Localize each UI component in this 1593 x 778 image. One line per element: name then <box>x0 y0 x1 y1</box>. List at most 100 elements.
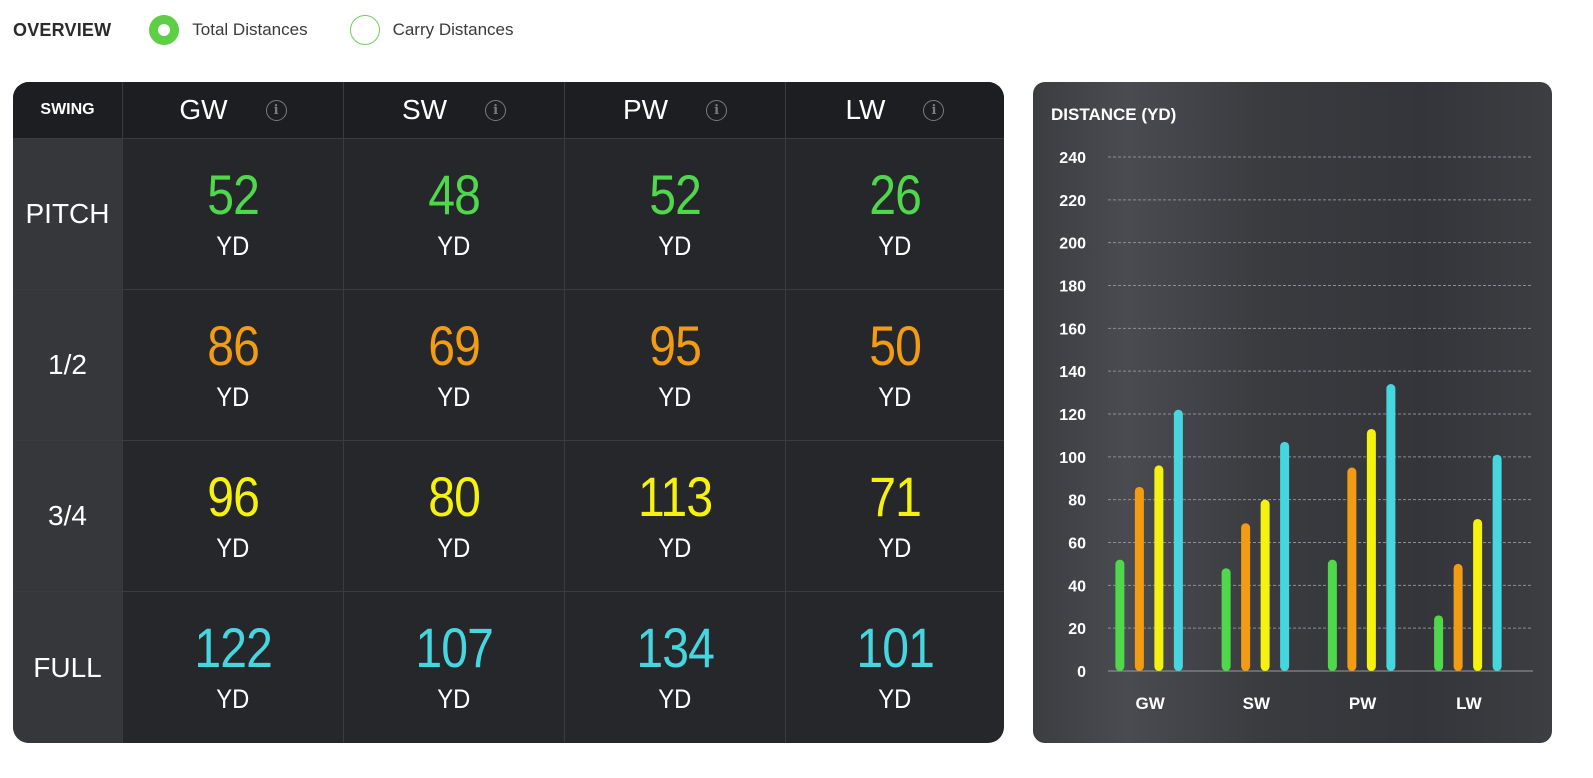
distance-cell: 134 YD <box>565 592 786 743</box>
distance-value: 52 <box>207 162 260 226</box>
distance-unit: YD <box>658 532 692 563</box>
distance-value: 52 <box>649 162 702 226</box>
distance-value: 26 <box>869 162 922 226</box>
x-tick-label: LW <box>1456 694 1482 713</box>
distance-cell: 86 YD <box>123 290 344 441</box>
distances-table: SWING GW i SW i PW i LW i PITCH 52 YD 48 YD 52 YD 26 YD 1/… <box>13 82 1004 743</box>
club-header-label: SW <box>401 94 448 125</box>
club-header-pw: PW i <box>565 82 786 139</box>
distance-cell: 52 YD <box>565 139 786 290</box>
swing-label-full: FULL <box>13 592 123 743</box>
info-icon[interactable]: i <box>265 99 287 121</box>
bar <box>1221 568 1231 671</box>
distance-unit: YD <box>878 684 912 714</box>
distance-unit: YD <box>878 381 912 412</box>
overview-title: OVERVIEW <box>13 19 112 40</box>
bar <box>1386 384 1396 671</box>
carry-distances-radio[interactable] <box>349 15 380 45</box>
distance-unit: YD <box>878 230 912 261</box>
distance-cell: 122 YD <box>123 592 344 743</box>
distance-unit: YD <box>658 230 692 261</box>
distance-value: 80 <box>428 464 481 528</box>
total-distances-radio[interactable] <box>149 15 180 45</box>
bar <box>1260 499 1270 671</box>
distance-unit: YD <box>216 532 250 563</box>
distance-unit: YD <box>658 381 692 412</box>
distance-value: 50 <box>869 313 922 377</box>
carry-distances-option[interactable]: Carry Distances <box>349 15 514 45</box>
club-header-lw: LW i <box>786 82 1004 139</box>
carry-distances-label[interactable]: Carry Distances <box>392 20 514 39</box>
y-tick-label: 0 <box>1077 664 1086 681</box>
y-tick-label: 100 <box>1059 450 1086 467</box>
club-header-sw: SW i <box>344 82 565 139</box>
distance-value: 96 <box>207 464 260 528</box>
total-distances-option[interactable]: Total Distances <box>149 15 308 45</box>
info-icon[interactable]: i <box>485 99 507 121</box>
distance-value: 122 <box>194 616 273 679</box>
total-distances-label[interactable]: Total Distances <box>192 20 308 39</box>
bar <box>1366 428 1376 671</box>
distance-cell: 48 YD <box>344 139 565 290</box>
club-header-gw: GW i <box>123 82 344 139</box>
swing-label-3-4: 3/4 <box>13 441 123 592</box>
y-tick-label: 160 <box>1059 321 1086 338</box>
distance-value: 71 <box>869 464 922 528</box>
bar <box>1115 559 1125 671</box>
distance-unit: YD <box>658 684 692 714</box>
distance-value: 48 <box>428 162 481 226</box>
bar <box>1241 523 1251 671</box>
y-tick-label: 200 <box>1059 236 1086 253</box>
x-tick-label: GW <box>1135 694 1165 713</box>
y-tick-label: 240 <box>1059 150 1086 167</box>
distance-unit: YD <box>216 684 250 714</box>
distance-unit: YD <box>216 230 250 261</box>
distance-unit: YD <box>437 230 471 261</box>
distance-cell: 101 YD <box>786 592 1004 743</box>
swing-header: SWING <box>40 101 95 118</box>
distance-value: 134 <box>636 616 715 679</box>
bar <box>1134 486 1144 671</box>
club-header-label: LW <box>845 94 886 125</box>
distance-cell: 113 YD <box>565 441 786 592</box>
bar <box>1327 559 1337 671</box>
y-tick-label: 80 <box>1068 493 1086 510</box>
distance-cell: 50 YD <box>786 290 1004 441</box>
distance-unit: YD <box>437 532 471 563</box>
distance-value: 69 <box>428 313 481 377</box>
bar <box>1173 409 1183 671</box>
swing-header-cell: SWING <box>13 82 123 139</box>
distance-unit: YD <box>216 381 250 412</box>
club-header-label: GW <box>179 94 228 125</box>
info-icon[interactable]: i <box>706 99 728 121</box>
distance-cell: 26 YD <box>786 139 1004 290</box>
bar <box>1347 467 1357 671</box>
distance-value: 113 <box>637 464 713 528</box>
distance-chart-svg: DISTANCE (YD) 0 20 40 60 80 100 120 140 160 180 200… <box>1051 105 1533 713</box>
swing-label-1-2: 1/2 <box>13 290 123 441</box>
bar <box>1473 518 1483 671</box>
y-tick-label: 20 <box>1068 621 1086 638</box>
distance-value: 107 <box>415 616 494 679</box>
distance-cell: 96 YD <box>123 441 344 592</box>
x-tick-label: PW <box>1349 694 1377 713</box>
distance-cell: 80 YD <box>344 441 565 592</box>
x-tick-label: SW <box>1243 694 1271 713</box>
distance-chart: DISTANCE (YD) 0 20 40 60 80 100 120 140 160 180 200… <box>1033 82 1552 743</box>
swing-label-pitch: PITCH <box>13 139 123 290</box>
distance-cell: 52 YD <box>123 139 344 290</box>
bar <box>1154 465 1164 671</box>
distance-unit: YD <box>878 532 912 563</box>
club-header-label: PW <box>622 94 669 125</box>
distance-cell: 95 YD <box>565 290 786 441</box>
y-tick-label: 180 <box>1059 279 1086 296</box>
distance-cell: 71 YD <box>786 441 1004 592</box>
y-tick-label: 120 <box>1059 407 1086 424</box>
distance-value: 95 <box>649 313 702 377</box>
y-tick-label: 60 <box>1068 536 1086 553</box>
info-icon[interactable]: i <box>923 99 945 121</box>
distance-cell: 107 YD <box>344 592 565 743</box>
distances-grid: SWING GW i SW i PW i LW i PITCH 52 YD 48 YD 52 YD 26 YD 1/… <box>13 82 1004 743</box>
bar <box>1434 615 1444 671</box>
chart-title: DISTANCE (YD) <box>1051 105 1176 124</box>
